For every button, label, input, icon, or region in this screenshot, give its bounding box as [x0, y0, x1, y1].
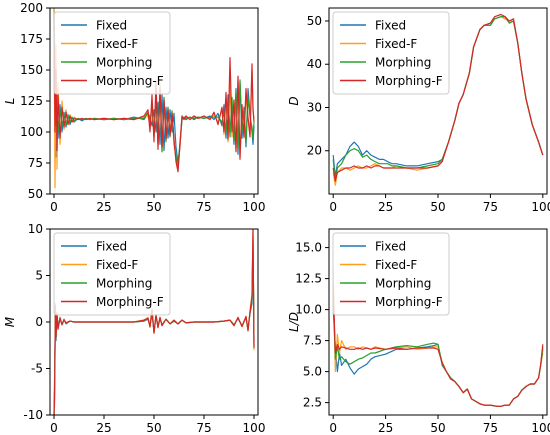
legend-label: Morphing	[375, 56, 431, 70]
x-tick-label: 75	[483, 200, 498, 214]
chart-panel-3: 0 25 50 75 100 -10 -5 0 5 10 M Fixed Fixed-F Morphing…	[3, 222, 265, 435]
legend-label: Fixed	[96, 19, 127, 33]
y-tick-label: 2.5	[303, 396, 322, 410]
legend: Fixed Fixed-F Morphing Morphing-F	[53, 232, 171, 316]
legend-label: Morphing-F	[375, 74, 443, 88]
y-tick-label: 75	[28, 156, 43, 170]
legend-label: Fixed-F	[375, 37, 417, 51]
y-tick-label: -5	[31, 362, 43, 376]
legend-label: Fixed-F	[375, 258, 417, 272]
chart-panel-4: 02550751002.55.07.510.012.515.0L/DFixedF…	[287, 228, 550, 435]
y-tick-label: 5.0	[303, 365, 322, 379]
legend-label: Fixed	[375, 240, 406, 254]
series-line-fixed	[332, 309, 544, 407]
legend-label: Morphing-F	[96, 295, 164, 309]
y-tick-label: 40	[307, 57, 322, 71]
y-tick-label: 50	[28, 187, 43, 201]
legend-label: Fixed	[96, 240, 127, 254]
x-tick-label: 25	[96, 421, 111, 435]
x-tick-label: 50	[430, 200, 445, 214]
x-tick-label: 50	[430, 421, 445, 435]
y-tick-label: 5	[35, 269, 43, 283]
x-tick-label: 100	[243, 200, 266, 214]
x-tick-label: 25	[96, 200, 111, 214]
legend: Fixed Fixed-F Morphing Morphing-F	[332, 232, 450, 316]
legend-box	[332, 232, 450, 316]
legend-box	[53, 232, 171, 316]
y-tick-label: 200	[20, 1, 43, 15]
x-tick-label: 50	[146, 421, 161, 435]
x-tick-label: 0	[50, 200, 58, 214]
y-axis-label: D	[287, 96, 301, 105]
series-group	[53, 229, 255, 415]
x-tick-label: 0	[329, 200, 337, 214]
legend: Fixed Fixed-F Morphing Morphing-F	[332, 11, 450, 95]
x-tick-label: 75	[196, 421, 211, 435]
y-tick-label: 15.0	[295, 241, 322, 255]
y-tick-label: 125	[20, 94, 43, 108]
legend-label: Morphing	[96, 277, 152, 291]
x-tick-label: 0	[329, 421, 337, 435]
series-group	[332, 13, 544, 186]
y-tick-label: 150	[20, 63, 43, 77]
series-line-morphing-f	[53, 229, 255, 415]
legend-label: Fixed	[375, 19, 406, 33]
y-tick-label: -10	[23, 408, 43, 422]
y-axis-label: L	[3, 98, 17, 105]
series-line-morphing-f	[332, 284, 544, 407]
y-tick-label: 20	[307, 144, 322, 158]
y-tick-label: 0	[35, 315, 43, 329]
y-tick-label: 50	[307, 14, 322, 28]
legend-label: Morphing	[96, 56, 152, 70]
legend-label: Fixed-F	[96, 258, 138, 272]
x-tick-label: 75	[483, 421, 498, 435]
legend-box	[332, 11, 450, 95]
y-tick-label: 30	[307, 100, 322, 114]
x-tick-label: 25	[378, 421, 393, 435]
x-tick-label: 100	[243, 421, 266, 435]
y-tick-label: 175	[20, 32, 43, 46]
y-tick-label: 10.0	[295, 303, 322, 317]
chart-panel-1: 0 25 50 75 1005075100125150175200LFixedFixed…	[3, 1, 265, 214]
legend-label: Morphing	[375, 277, 431, 291]
legend: Fixed Fixed-F Morphing Morphing-F	[53, 11, 171, 95]
y-tick-label: 7.5	[303, 334, 322, 348]
legend-label: Morphing-F	[96, 74, 164, 88]
chart-panel-2: 0 25 50 75 100 20 30 40 50 D Fixed Fixed-F Morphing M…	[287, 7, 550, 214]
y-axis-label: M	[3, 316, 17, 327]
legend-label: Fixed-F	[96, 37, 138, 51]
x-tick-label: 25	[378, 200, 393, 214]
y-tick-label: 12.5	[295, 272, 322, 286]
series-group	[53, 8, 255, 189]
x-tick-label: 100	[531, 200, 550, 214]
legend-box	[53, 11, 171, 95]
y-tick-label: 100	[20, 125, 43, 139]
legend-label: Morphing-F	[375, 295, 443, 309]
series-line-morphing-f	[53, 14, 255, 173]
x-tick-label: 0	[50, 421, 58, 435]
x-tick-label: 50	[146, 200, 161, 214]
y-tick-label: 10	[28, 222, 43, 236]
y-axis-label: L/D	[287, 312, 301, 332]
x-tick-label: 100	[531, 421, 550, 435]
x-tick-label: 75	[196, 200, 211, 214]
series-group	[332, 266, 544, 407]
series-line-morphing-f	[332, 13, 544, 182]
series-line-morphing	[332, 16, 544, 182]
